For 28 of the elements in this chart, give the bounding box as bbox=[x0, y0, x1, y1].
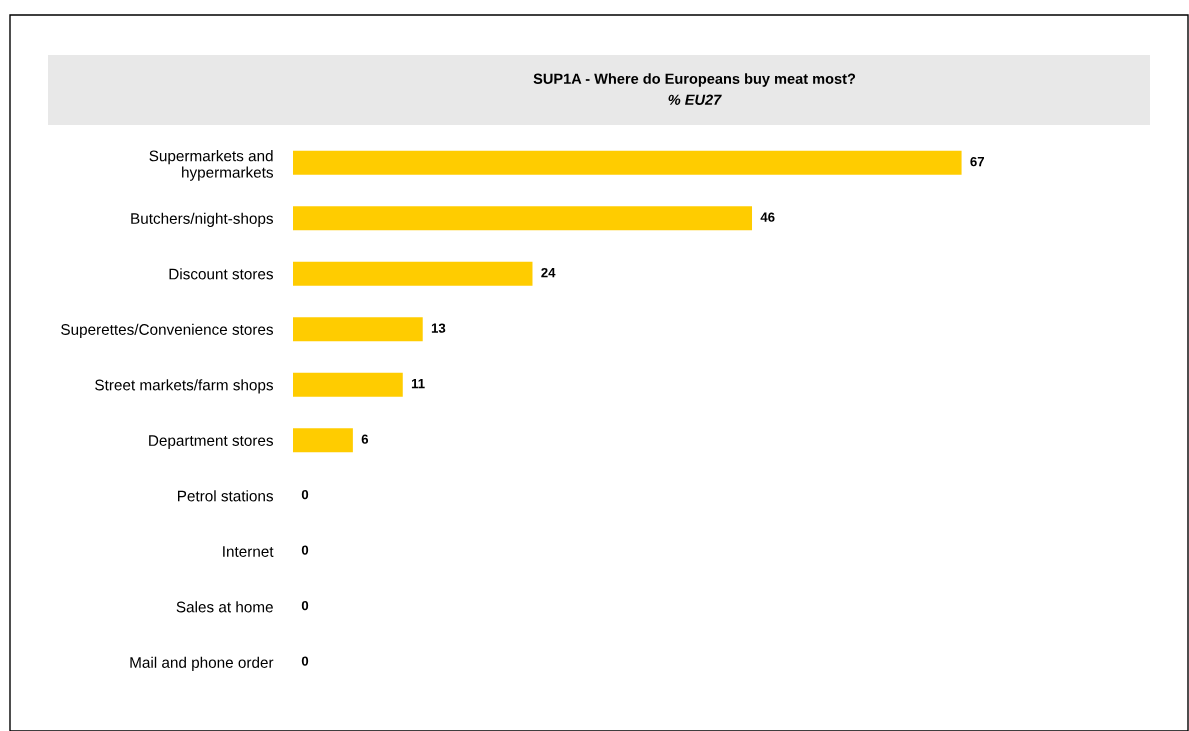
data-label: 0 bbox=[301, 600, 309, 611]
y-tick-label: Superettes/Convenience stores bbox=[61, 323, 274, 338]
bar bbox=[293, 150, 962, 175]
y-tick-label: Internet bbox=[223, 546, 274, 557]
chart-subtitle: % EU27 bbox=[668, 94, 722, 105]
data-label: 46 bbox=[760, 212, 775, 222]
y-tick-label: Department stores bbox=[149, 435, 274, 449]
y-tick-label: Butchers/night-shops bbox=[131, 212, 274, 227]
y-tick-label: Petrol stations bbox=[178, 490, 274, 502]
data-label: 0 bbox=[301, 545, 309, 555]
y-tick-label: Supermarkets and hypermarkets bbox=[149, 150, 274, 181]
data-label: 11 bbox=[411, 379, 425, 389]
data-label: 0 bbox=[301, 489, 309, 500]
bar bbox=[293, 372, 403, 397]
y-tick-label: Street markets/farm shops bbox=[95, 379, 274, 394]
y-tick-label: Mail and phone order bbox=[130, 656, 274, 671]
data-label: 13 bbox=[431, 323, 446, 333]
y-tick-label: Sales at home bbox=[176, 601, 273, 613]
data-label: 0 bbox=[301, 656, 309, 666]
y-tick-label: Discount stores bbox=[169, 268, 274, 280]
bar bbox=[293, 428, 353, 453]
data-label: 67 bbox=[970, 156, 984, 167]
data-label: 6 bbox=[361, 434, 369, 444]
bar bbox=[293, 206, 753, 231]
chart-title: SUP1A - Where do Europeans buy meat most? bbox=[533, 73, 856, 87]
data-label: 24 bbox=[541, 267, 556, 278]
bar bbox=[293, 261, 533, 286]
bar bbox=[293, 317, 423, 342]
